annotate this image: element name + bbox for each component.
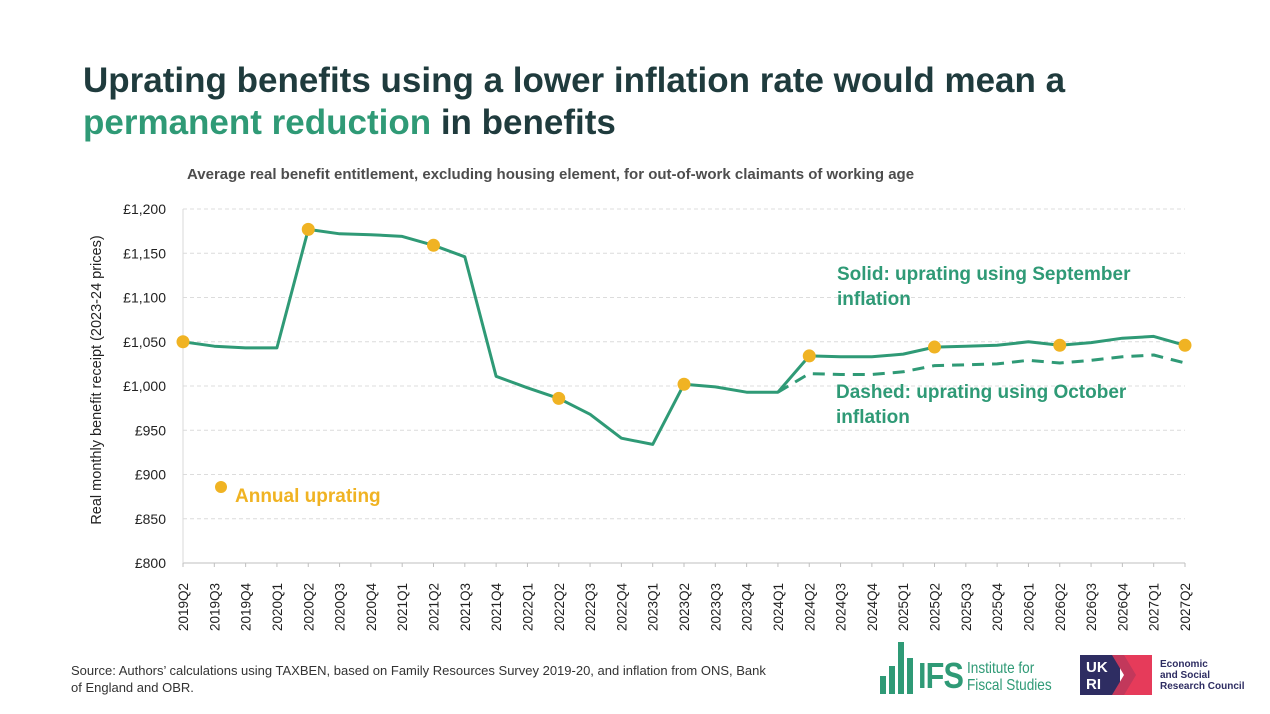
x-tick-label: 2025Q2	[928, 583, 943, 631]
x-tick-label: 2022Q4	[614, 582, 629, 631]
x-tick-label: 2027Q1	[1147, 583, 1162, 631]
uprating-marker	[427, 238, 440, 252]
uprating-marker	[1178, 338, 1192, 352]
ukri-logo: UK RI Economic and Social Research Counc…	[1080, 655, 1244, 695]
y-tick-label: £1,150	[123, 245, 166, 261]
y-tick-label: £900	[135, 467, 166, 483]
chart-subtitle: Average real benefit entitlement, exclud…	[187, 166, 915, 183]
dashed-series-label-line1: Dashed: uprating using October	[836, 382, 1127, 403]
x-tick-label: 2022Q2	[552, 583, 567, 631]
title-line1: Uprating benefits using a lower inflatio…	[83, 61, 1066, 100]
legend-marker	[215, 481, 227, 493]
x-tick-label: 2021Q4	[489, 582, 504, 631]
solid-series-label-line2: inflation	[837, 289, 911, 310]
y-tick-label: £1,000	[123, 378, 166, 394]
x-tick-label: 2024Q4	[865, 582, 880, 631]
ifs-mark: IFS	[918, 655, 964, 696]
y-tick-label: £1,100	[123, 290, 166, 306]
y-tick-label: £1,050	[123, 334, 166, 350]
x-tick-label: 2023Q2	[677, 583, 692, 631]
x-tick-label: 2019Q2	[176, 583, 191, 631]
title-rest: in benefits	[431, 103, 616, 142]
ifs-name: Institute for Fiscal Studies	[967, 660, 1052, 694]
y-tick-label: £850	[135, 511, 166, 527]
source-note: Source: Authors’ calculations using TAXB…	[71, 663, 766, 695]
x-tick-label: 2026Q2	[1053, 583, 1068, 631]
svg-text:RI: RI	[1086, 676, 1101, 693]
y-tick-label: £950	[135, 422, 166, 438]
x-tick-label: 2020Q3	[333, 583, 348, 631]
uprating-marker	[176, 335, 190, 349]
uprating-marker	[802, 349, 816, 363]
x-tick-label: 2023Q1	[646, 583, 661, 631]
x-tick-label: 2021Q2	[427, 583, 442, 631]
series-line-october	[777, 353, 1186, 394]
ifs-name-line2: Fiscal Studies	[967, 677, 1052, 694]
ifs-logo: IFS Institute for Fiscal Studies	[880, 642, 1067, 694]
x-tick-label: 2023Q3	[708, 583, 723, 631]
x-tick-label: 2020Q2	[301, 583, 316, 631]
uprating-marker	[301, 222, 315, 236]
x-tick-label: 2020Q4	[364, 582, 379, 631]
ifs-bars-icon	[880, 642, 913, 694]
x-tick-label: 2021Q3	[458, 583, 473, 631]
uprating-marker	[552, 391, 566, 405]
title-accent: permanent reduction	[83, 103, 432, 142]
x-tick-label: 2024Q1	[771, 583, 786, 631]
x-tick-label: 2025Q3	[959, 583, 974, 631]
y-axis-label: Real monthly benefit receipt (2023-24 pr…	[89, 235, 105, 524]
x-tick-label: 2024Q3	[834, 583, 849, 631]
x-tick-label: 2022Q3	[583, 583, 598, 631]
x-tick-label: 2025Q4	[990, 582, 1005, 631]
x-tick-label: 2023Q4	[740, 582, 755, 631]
ukri-council-name: Economic and Social Research Council	[1160, 659, 1244, 692]
ukri-line3: Research Council	[1160, 680, 1245, 692]
x-tick-label: 2019Q3	[207, 583, 222, 631]
x-tick-label: 2022Q1	[520, 583, 535, 631]
svg-text:UK: UK	[1086, 659, 1108, 676]
uprating-marker	[928, 340, 941, 354]
uprating-marker	[677, 377, 691, 391]
solid-series-label-line1: Solid: uprating using September	[837, 264, 1131, 285]
x-tick-label: 2026Q3	[1084, 583, 1099, 631]
ukri-emblem-icon: UK RI	[1080, 655, 1152, 695]
series-line-september	[181, 227, 1187, 446]
x-tick-label: 2026Q4	[1115, 582, 1130, 631]
ifs-name-line1: Institute for	[967, 660, 1035, 677]
uprating-marker	[1053, 338, 1067, 352]
x-tick-label: 2026Q1	[1021, 583, 1036, 631]
dashed-series-label-line2: inflation	[836, 407, 910, 428]
x-tick-label: 2020Q1	[270, 583, 285, 631]
x-tick-label: 2021Q1	[395, 583, 410, 631]
legend-marker-label: Annual uprating	[235, 486, 381, 507]
page-title: Uprating benefits using a lower inflatio…	[83, 60, 1233, 144]
x-tick-label: 2027Q2	[1178, 583, 1193, 631]
y-tick-label: £1,200	[123, 201, 166, 217]
ukri-line1: Economic	[1160, 658, 1208, 670]
x-tick-label: 2025Q1	[896, 583, 911, 631]
x-tick-label: 2019Q4	[239, 582, 254, 631]
x-tick-label: 2024Q2	[802, 583, 817, 631]
ukri-line2: and Social	[1160, 669, 1211, 681]
y-tick-label: £800	[135, 555, 166, 571]
